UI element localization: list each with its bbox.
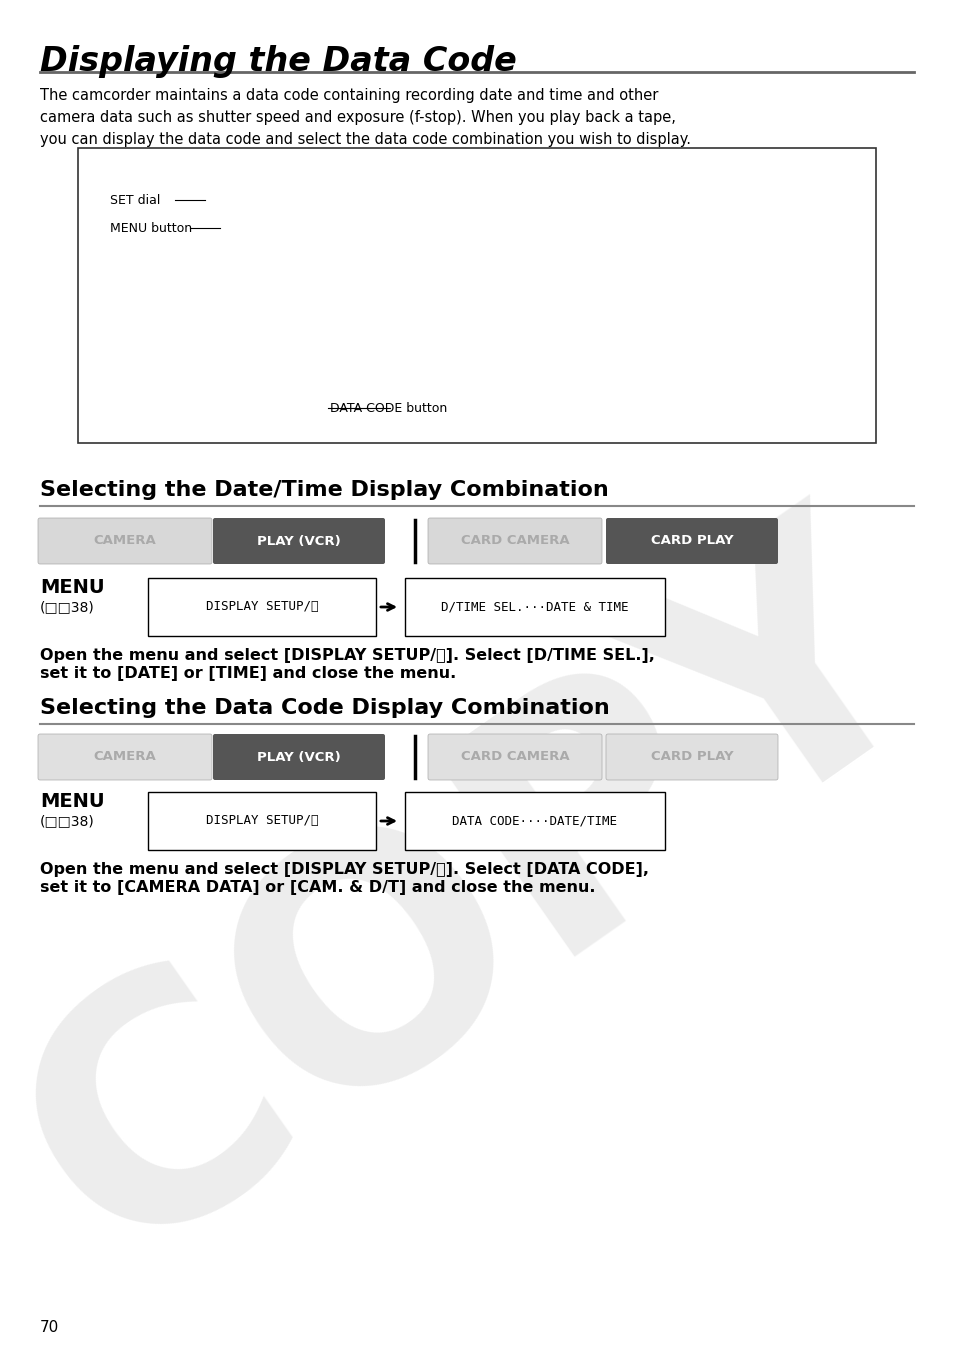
- Text: Displaying the Data Code: Displaying the Data Code: [40, 45, 517, 77]
- Text: Selecting the Data Code Display Combination: Selecting the Data Code Display Combinat…: [40, 697, 609, 718]
- Text: Open the menu and select [DISPLAY SETUP/ⓘ]. Select [D/TIME SEL.],: Open the menu and select [DISPLAY SETUP/…: [40, 649, 654, 664]
- Text: CARD CAMERA: CARD CAMERA: [460, 750, 569, 764]
- Text: COPY: COPY: [0, 476, 953, 1323]
- Text: CARD PLAY: CARD PLAY: [650, 750, 733, 764]
- Text: MENU: MENU: [40, 578, 105, 597]
- Text: Selecting the Date/Time Display Combination: Selecting the Date/Time Display Combinat…: [40, 480, 608, 499]
- Text: SET dial: SET dial: [110, 194, 160, 206]
- Text: (□□38): (□□38): [40, 600, 94, 613]
- FancyBboxPatch shape: [213, 734, 385, 780]
- Text: DISPLAY SETUP/ⓘ: DISPLAY SETUP/ⓘ: [206, 814, 318, 828]
- FancyBboxPatch shape: [405, 578, 664, 636]
- FancyBboxPatch shape: [428, 518, 601, 565]
- Text: PLAY (VCR): PLAY (VCR): [257, 750, 340, 764]
- Text: MENU: MENU: [40, 792, 105, 811]
- Text: CARD CAMERA: CARD CAMERA: [460, 535, 569, 547]
- Text: CARD PLAY: CARD PLAY: [650, 535, 733, 547]
- Text: D/TIME SEL.···DATE & TIME: D/TIME SEL.···DATE & TIME: [441, 601, 628, 613]
- Text: set it to [DATE] or [TIME] and close the menu.: set it to [DATE] or [TIME] and close the…: [40, 666, 456, 681]
- Text: The camcorder maintains a data code containing recording date and time and other: The camcorder maintains a data code cont…: [40, 88, 690, 148]
- Text: DATA CODE button: DATA CODE button: [330, 402, 447, 414]
- Text: CAMERA: CAMERA: [93, 535, 156, 547]
- Text: PLAY (VCR): PLAY (VCR): [257, 535, 340, 547]
- FancyBboxPatch shape: [428, 734, 601, 780]
- FancyBboxPatch shape: [148, 578, 375, 636]
- Text: MENU button: MENU button: [110, 221, 192, 235]
- Text: Open the menu and select [DISPLAY SETUP/ⓘ]. Select [DATA CODE],: Open the menu and select [DISPLAY SETUP/…: [40, 862, 648, 877]
- Text: set it to [CAMERA DATA] or [CAM. & D/T] and close the menu.: set it to [CAMERA DATA] or [CAM. & D/T] …: [40, 879, 595, 896]
- Text: 70: 70: [40, 1320, 59, 1335]
- Text: (□□38): (□□38): [40, 814, 94, 828]
- Text: DATA CODE····DATE/TIME: DATA CODE····DATE/TIME: [452, 814, 617, 828]
- FancyBboxPatch shape: [148, 792, 375, 849]
- FancyBboxPatch shape: [405, 792, 664, 849]
- Text: CAMERA: CAMERA: [93, 750, 156, 764]
- FancyBboxPatch shape: [38, 734, 212, 780]
- FancyBboxPatch shape: [78, 148, 875, 442]
- FancyBboxPatch shape: [605, 518, 778, 565]
- FancyBboxPatch shape: [213, 518, 385, 565]
- FancyBboxPatch shape: [605, 734, 778, 780]
- Text: DISPLAY SETUP/ⓘ: DISPLAY SETUP/ⓘ: [206, 601, 318, 613]
- FancyBboxPatch shape: [38, 518, 212, 565]
